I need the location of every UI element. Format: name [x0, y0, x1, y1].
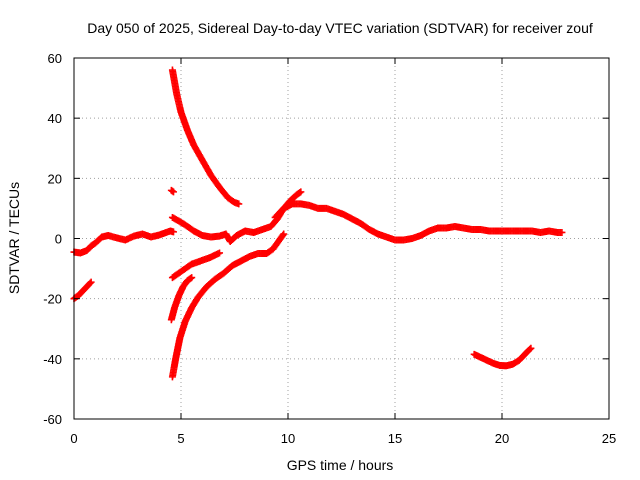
series-track-h: [168, 230, 288, 381]
x-tick-label: 0: [70, 431, 77, 446]
y-tick-labels: -60 -40 -20 0 20 40 60: [43, 51, 62, 427]
series-track-a: [70, 227, 178, 257]
x-tick-label: 5: [177, 431, 184, 446]
chart-title: Day 050 of 2025, Sidereal Day-to-day VTE…: [87, 20, 593, 36]
data-point: [170, 188, 178, 196]
data-point: [558, 228, 566, 236]
data-point: [170, 228, 178, 236]
data-point: [527, 344, 535, 352]
data-point: [216, 249, 224, 257]
series-track-g: [167, 274, 196, 324]
x-tick-label: 25: [602, 431, 616, 446]
y-tick-label: -20: [43, 292, 62, 307]
axis-ticks: [73, 57, 610, 420]
y-tick-label: 60: [48, 51, 62, 66]
data-point: [86, 279, 94, 287]
y-tick-label: 0: [55, 232, 62, 247]
series-track-c: [167, 186, 178, 196]
series-track-f: [168, 249, 224, 282]
y-tick-label: 40: [48, 111, 62, 126]
y-axis-label: SDTVAR / TECUs: [6, 182, 22, 294]
data-points: [70, 66, 566, 381]
y-tick-label: 20: [48, 171, 62, 186]
data-point: [280, 230, 288, 238]
y-tick-label: -40: [43, 352, 62, 367]
data-point: [188, 274, 196, 282]
x-tick-labels: 0 5 10 15 20 25: [70, 431, 616, 446]
series-track-i: [271, 200, 566, 244]
series-track-b: [70, 278, 95, 303]
data-point: [279, 231, 287, 239]
x-tick-label: 10: [281, 431, 295, 446]
data-point: [87, 278, 95, 286]
x-tick-label: 20: [495, 431, 509, 446]
x-axis-label: GPS time / hours: [287, 457, 394, 473]
y-tick-label: -60: [43, 412, 62, 427]
series-track-d: [168, 66, 243, 208]
x-tick-label: 15: [388, 431, 402, 446]
series-track-j: [470, 344, 535, 370]
data-point: [526, 345, 534, 353]
data-point: [297, 188, 305, 196]
data-point: [235, 200, 243, 208]
